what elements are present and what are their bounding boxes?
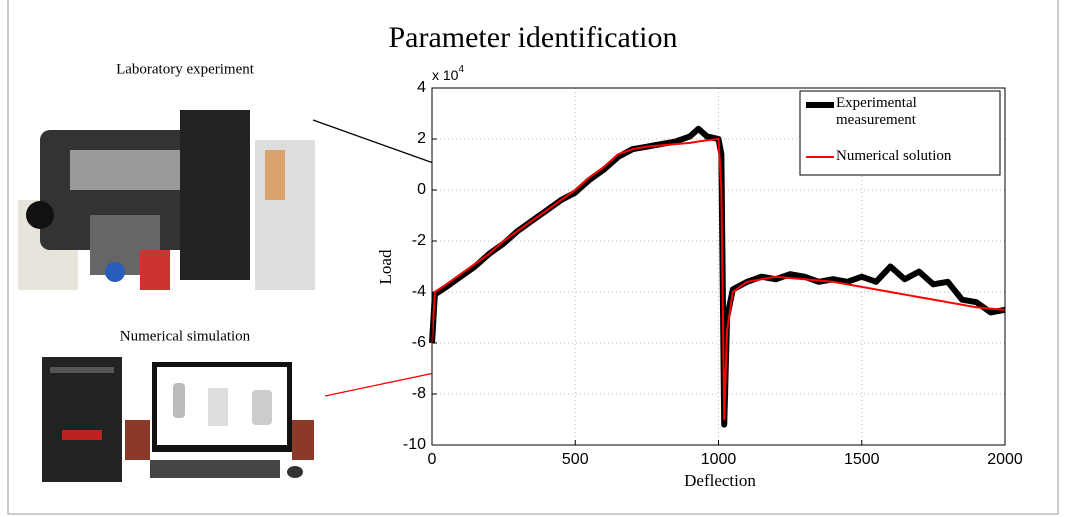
y-scale-exponent: 4 [458, 64, 464, 75]
y-scale-base: x 10 [432, 67, 459, 83]
data-line [431, 138, 1006, 421]
y-tick-label: -10 [403, 436, 426, 453]
x-tick-label: 2000 [987, 451, 1023, 468]
x-tick-label: 1000 [701, 451, 737, 468]
x-axis-label: Deflection [684, 471, 756, 490]
photo-caption: Numerical simulation [120, 328, 251, 344]
y-tick-label: 2 [417, 130, 426, 147]
y-tick-label: -8 [412, 385, 426, 402]
x-tick-label: 500 [562, 451, 589, 468]
y-scale: x 104 [432, 64, 464, 83]
y-tick-label: -6 [412, 334, 426, 351]
engine-photo [18, 110, 315, 290]
x-tick-label: 1500 [844, 451, 880, 468]
chart-title: Parameter identification [388, 21, 677, 54]
photo-caption: Laboratory experiment [116, 61, 255, 77]
y-tick-label: 0 [417, 181, 426, 198]
plot-frame [431, 87, 1006, 446]
legend-label: Experimental measurement [836, 95, 917, 128]
legend-entry: Experimental measurement [836, 95, 917, 128]
y-axis-label: Load [376, 249, 395, 284]
legend-label: Numerical solution [836, 148, 952, 164]
x-tick-label: 0 [428, 451, 437, 468]
computer-photo [42, 357, 314, 482]
y-tick-label: -4 [412, 283, 426, 300]
y-tick-label: 4 [417, 79, 426, 96]
y-tick-label: -2 [412, 232, 426, 249]
legend-entry: Numerical solution [836, 148, 952, 164]
